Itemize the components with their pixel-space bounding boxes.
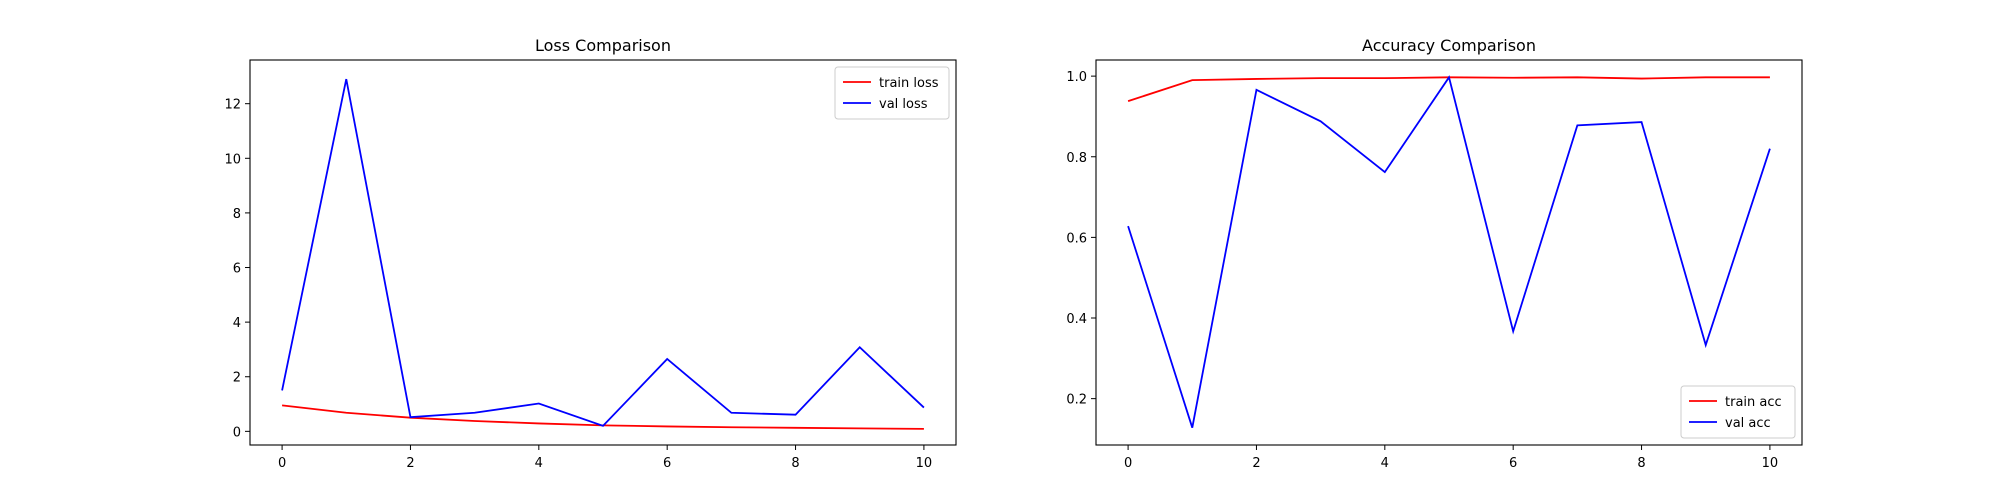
accuracy-y-tick-label: 1.0 [1066, 70, 1087, 85]
legend-label-val-acc: val acc [1725, 416, 1771, 431]
loss-x-tick-label: 8 [791, 456, 799, 471]
loss-axes-frame [249, 59, 957, 446]
accuracy-y-tick-label: 0.6 [1066, 231, 1087, 246]
legend-label-train-loss: train loss [879, 76, 939, 91]
loss-y-tick-label: 10 [224, 152, 241, 167]
accuracy-y-tick-label: 0.2 [1066, 393, 1087, 408]
accuracy-chart-title: Accuracy Comparison [1362, 36, 1536, 55]
loss-y-tick-label: 6 [233, 262, 241, 277]
loss-x-tick-label: 2 [406, 456, 414, 471]
accuracy-x-tick-label: 4 [1381, 456, 1389, 471]
loss-x-tick-label: 0 [278, 456, 286, 471]
loss-chart-panel: Loss Comparison 0 2 4 6 8 10 0 2 4 6 8 10 12 train lo… [224, 36, 957, 471]
loss-y-tick-label: 2 [233, 371, 241, 386]
accuracy-y-tick-label: 0.8 [1066, 151, 1087, 166]
loss-y-tick-label: 0 [233, 425, 241, 440]
accuracy-x-tick-label: 2 [1252, 456, 1260, 471]
accuracy-x-tick-label: 10 [1762, 456, 1779, 471]
loss-x-tick-label: 4 [535, 456, 543, 471]
accuracy-chart-panel: Accuracy Comparison 0 2 4 6 8 10 0.2 0.4 0.6 0.8 1… [1066, 36, 1803, 471]
accuracy-y-tick-label: 0.4 [1066, 312, 1087, 327]
loss-chart-title: Loss Comparison [535, 36, 671, 55]
loss-x-tick-label: 6 [663, 456, 671, 471]
loss-x-tick-label: 10 [916, 456, 933, 471]
legend-label-val-loss: val loss [879, 97, 928, 112]
loss-legend-box [834, 66, 950, 120]
accuracy-legend-box [1680, 385, 1796, 439]
accuracy-x-tick-label: 6 [1509, 456, 1517, 471]
accuracy-x-tick-label: 0 [1124, 456, 1132, 471]
accuracy-x-tick-label: 8 [1637, 456, 1645, 471]
loss-y-tick-label: 4 [233, 316, 241, 331]
loss-y-tick-label: 8 [233, 207, 241, 222]
accuracy-axes-frame [1095, 59, 1803, 446]
loss-y-tick-label: 12 [224, 98, 241, 113]
legend-label-train-acc: train acc [1725, 395, 1782, 410]
